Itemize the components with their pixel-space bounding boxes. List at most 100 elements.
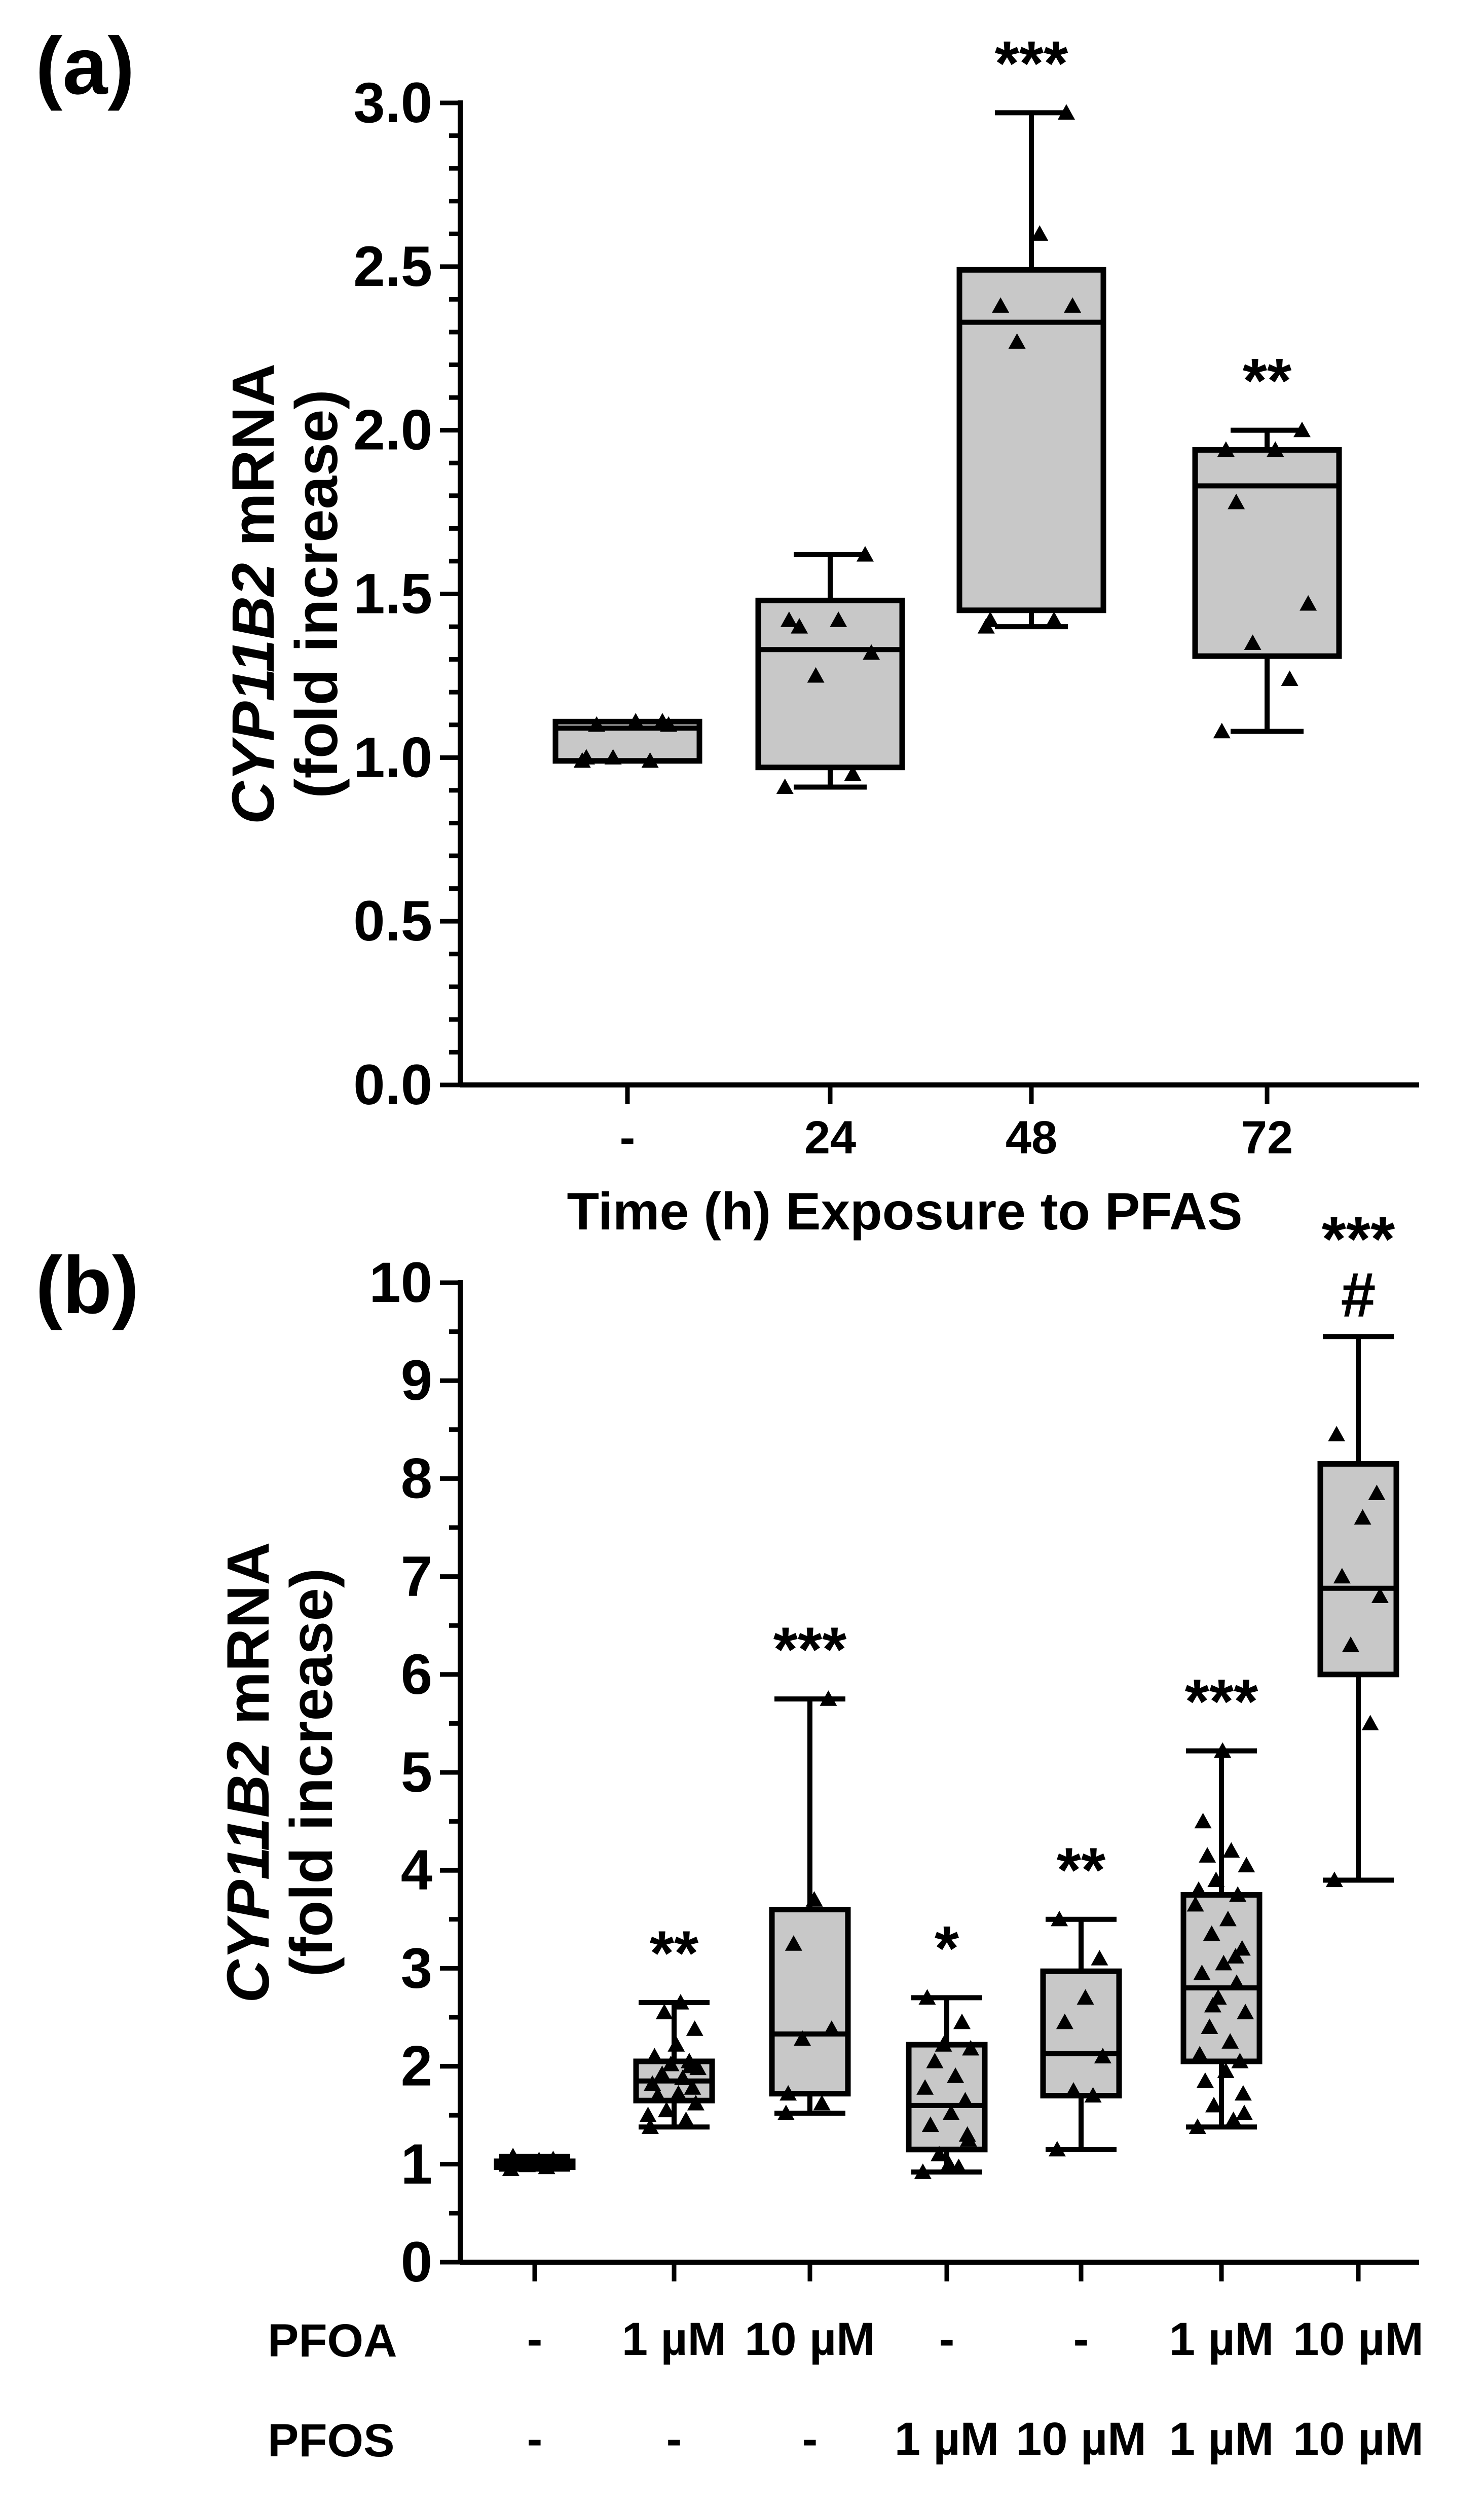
data-point bbox=[1333, 1568, 1351, 1584]
y-tick-label: 0.0 bbox=[353, 1053, 432, 1116]
data-point bbox=[667, 2036, 685, 2052]
y-tick-label: 0.5 bbox=[353, 889, 432, 953]
data-point bbox=[1215, 1954, 1233, 1971]
pfoa-dose-label: 10 µM bbox=[1293, 2313, 1424, 2365]
data-point bbox=[1234, 2085, 1252, 2101]
y-axis-title: CYP11B2 mRNA bbox=[220, 364, 287, 824]
data-point bbox=[1267, 441, 1284, 457]
box-iqr bbox=[1192, 447, 1342, 659]
data-point bbox=[1221, 2033, 1239, 2049]
data-point bbox=[627, 713, 645, 729]
data-point bbox=[687, 2095, 704, 2111]
data-point bbox=[1371, 1587, 1389, 1603]
data-point bbox=[641, 752, 659, 768]
box-group: ** bbox=[1192, 346, 1342, 739]
data-point bbox=[1236, 2104, 1253, 2120]
y-tick-label: 10 bbox=[369, 1251, 432, 1314]
data-point bbox=[1065, 2082, 1082, 2098]
data-point bbox=[863, 644, 880, 660]
y-tick-label: 2.0 bbox=[353, 398, 432, 462]
pfos-dose-label: - bbox=[666, 2413, 682, 2465]
data-point bbox=[658, 2101, 675, 2118]
y-tick-label: 7 bbox=[401, 1545, 432, 1608]
pfos-dose-label: 10 µM bbox=[1016, 2413, 1146, 2465]
data-point bbox=[926, 2052, 944, 2068]
data-point bbox=[1361, 1715, 1379, 1730]
data-point bbox=[1196, 2072, 1214, 2088]
data-point bbox=[686, 2020, 703, 2036]
data-point bbox=[942, 2104, 960, 2120]
box-group: ** bbox=[633, 1918, 715, 2134]
significance-marker: ** bbox=[1243, 346, 1292, 416]
y-tick-label: 1 bbox=[401, 2132, 432, 2196]
data-point bbox=[1186, 1896, 1204, 1912]
box-group bbox=[494, 2148, 576, 2176]
data-point bbox=[921, 2116, 939, 2132]
box-iqr bbox=[956, 267, 1106, 613]
data-point bbox=[1228, 1974, 1245, 1990]
box-group: ** bbox=[1040, 1835, 1122, 2157]
data-point bbox=[1213, 722, 1231, 739]
data-point bbox=[1189, 2118, 1206, 2134]
data-point bbox=[1031, 225, 1049, 241]
data-point bbox=[958, 2126, 976, 2142]
data-point bbox=[830, 611, 847, 627]
significance-marker: * bbox=[935, 1913, 959, 1983]
data-point bbox=[1064, 297, 1082, 313]
y-axis-title-rest: mRNA bbox=[215, 1542, 282, 1741]
data-point bbox=[1368, 1484, 1386, 1500]
data-point bbox=[1227, 1948, 1244, 1964]
data-point bbox=[1228, 493, 1245, 510]
pfoa-dose-label: - bbox=[527, 2313, 543, 2365]
data-point bbox=[1225, 2111, 1242, 2127]
data-point bbox=[1214, 1742, 1232, 1758]
y-axis-title-gene: CYP11B2 bbox=[220, 563, 287, 824]
data-point bbox=[1231, 2052, 1249, 2068]
x-tick-label: 48 bbox=[1006, 1112, 1057, 1164]
pfos-dose-label: 1 µM bbox=[1169, 2413, 1274, 2465]
data-point bbox=[1091, 1950, 1108, 1966]
data-point bbox=[794, 2030, 811, 2046]
data-point bbox=[1293, 421, 1311, 438]
pfos-dose-label: 1 µM bbox=[895, 2413, 999, 2465]
data-point bbox=[916, 2079, 934, 2095]
data-point bbox=[780, 611, 798, 627]
data-point bbox=[1205, 2096, 1222, 2113]
data-point bbox=[1199, 1847, 1216, 1863]
data-point bbox=[1238, 1857, 1255, 1873]
box-group: * bbox=[906, 1913, 988, 2179]
row-label-pfos: PFOS bbox=[268, 2415, 394, 2466]
data-point bbox=[805, 1891, 823, 1907]
data-point bbox=[684, 2079, 701, 2095]
data-point bbox=[776, 778, 794, 794]
box-iqr bbox=[1040, 1968, 1122, 2099]
x-axis-title: Time (h) Exposure to PFAS bbox=[567, 1182, 1243, 1241]
data-point bbox=[504, 2148, 522, 2163]
box-iqr bbox=[769, 1906, 851, 2097]
data-point bbox=[956, 2092, 974, 2108]
y-axis-title-line2: (fold increase) bbox=[278, 1568, 345, 1977]
data-point bbox=[780, 2085, 797, 2101]
data-point bbox=[807, 667, 825, 683]
data-point bbox=[1204, 1997, 1221, 2013]
box-iqr bbox=[1317, 1461, 1399, 1678]
data-point bbox=[935, 2036, 952, 2052]
pfos-dose-label: - bbox=[802, 2413, 818, 2465]
box-group: *** bbox=[956, 28, 1106, 634]
y-axis-title-rest: mRNA bbox=[220, 364, 287, 563]
data-point bbox=[662, 2055, 680, 2072]
y-tick-label: 9 bbox=[401, 1349, 432, 1412]
data-point bbox=[1342, 1636, 1359, 1652]
data-point bbox=[1300, 595, 1317, 611]
x-tick-label: 72 bbox=[1241, 1112, 1293, 1164]
data-point bbox=[670, 2085, 687, 2101]
data-point bbox=[947, 2067, 964, 2083]
significance-marker: *** bbox=[773, 1615, 847, 1685]
data-point bbox=[677, 2111, 695, 2127]
data-point bbox=[544, 2151, 562, 2166]
data-point bbox=[777, 2104, 795, 2120]
data-point bbox=[791, 618, 808, 634]
data-point bbox=[1051, 1910, 1068, 1927]
